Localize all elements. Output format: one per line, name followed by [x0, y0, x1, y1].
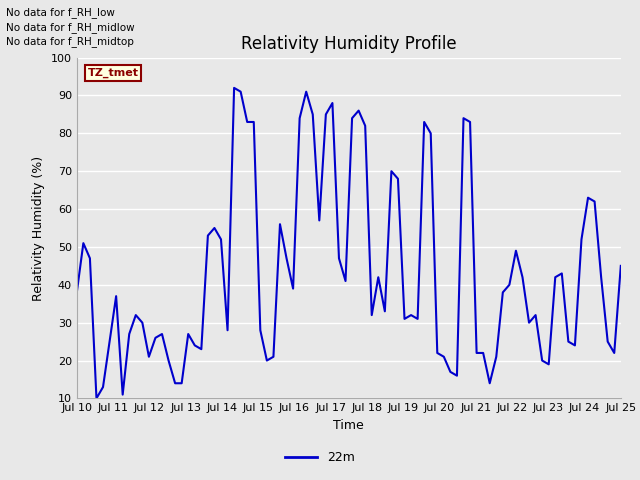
Text: TZ_tmet: TZ_tmet — [88, 68, 139, 78]
Text: No data for f_RH_low: No data for f_RH_low — [6, 7, 115, 18]
X-axis label: Time: Time — [333, 419, 364, 432]
Text: No data for f_RH_midlow: No data for f_RH_midlow — [6, 22, 135, 33]
Title: Relativity Humidity Profile: Relativity Humidity Profile — [241, 35, 456, 53]
Legend: 22m: 22m — [280, 446, 360, 469]
Text: No data for f_RH_midtop: No data for f_RH_midtop — [6, 36, 134, 47]
Y-axis label: Relativity Humidity (%): Relativity Humidity (%) — [33, 156, 45, 300]
